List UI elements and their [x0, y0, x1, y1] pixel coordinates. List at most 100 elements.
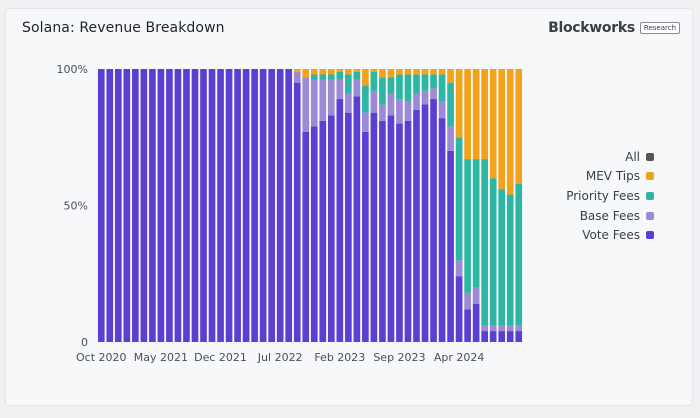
legend-item-mev-tips[interactable]: MEV Tips	[520, 167, 654, 187]
x-tick-label: May 2021	[134, 351, 188, 364]
bar-segment	[174, 69, 182, 342]
legend-item-vote-fees[interactable]: Vote Fees	[520, 225, 654, 245]
bar-segment	[370, 90, 378, 113]
bar-segment	[396, 74, 403, 100]
bar-segment	[285, 69, 293, 342]
bar-segment	[447, 82, 454, 127]
y-tick-label: 0	[81, 336, 88, 349]
bar-segment	[404, 74, 412, 102]
bar-segment	[293, 71, 301, 83]
bar-segment	[515, 325, 523, 332]
bar-segment	[489, 331, 497, 342]
bar-segment	[140, 69, 148, 342]
bar-segment	[353, 96, 361, 342]
bar-segment	[336, 71, 344, 80]
bar-segment	[370, 112, 378, 343]
bar-segment	[379, 77, 386, 105]
bar-segment	[336, 79, 344, 100]
bar-segment	[327, 79, 335, 116]
bar-segment	[430, 74, 437, 89]
bar-segment	[413, 109, 420, 342]
bar-segment	[430, 88, 437, 100]
bar-segment	[506, 194, 514, 326]
bar-segment	[302, 131, 310, 342]
legend: All MEV Tips Priority Fees Base Fees Vot…	[520, 147, 654, 245]
y-tick-label: 100%	[57, 63, 88, 76]
bar-segment	[489, 178, 497, 326]
bar-segment	[132, 69, 139, 342]
y-tick-label: 50%	[64, 200, 88, 213]
bar-segment	[404, 101, 412, 121]
bar-segment	[430, 69, 437, 75]
legend-swatch	[646, 231, 654, 240]
bar-segment	[293, 82, 301, 343]
bar-segment	[387, 93, 395, 116]
bar-segment	[336, 99, 344, 342]
bar-segment	[438, 69, 446, 75]
bar-segment	[472, 159, 480, 288]
legend-label: Base Fees	[579, 208, 640, 223]
bar-segment	[472, 69, 480, 160]
x-tick-label: Apr 2024	[434, 351, 485, 364]
bar-segment	[225, 69, 233, 342]
bar-segment	[149, 69, 156, 342]
bar-segment	[489, 325, 497, 332]
bar-segment	[353, 79, 361, 97]
bar-segment	[472, 303, 480, 342]
bar-segment	[157, 69, 165, 342]
bar-segment	[447, 126, 454, 151]
bar-segment	[438, 101, 446, 119]
x-tick-label: Jul 2022	[257, 351, 303, 364]
bar-segment	[268, 69, 275, 342]
bar-segment	[472, 287, 480, 304]
bar-segment	[455, 137, 463, 261]
bar-segment	[319, 120, 327, 343]
legend-item-priority-fees[interactable]: Priority Fees	[520, 186, 654, 206]
bar-segment	[97, 69, 105, 342]
bar-segment	[259, 69, 267, 342]
legend-item-base-fees[interactable]: Base Fees	[520, 206, 654, 226]
bar-segment	[310, 69, 318, 75]
bar-segment	[353, 71, 361, 80]
bar-segment	[481, 159, 488, 326]
bar-segment	[481, 331, 488, 342]
bar-segment	[396, 99, 403, 124]
bar-segment	[114, 69, 122, 342]
bar-segment	[413, 69, 420, 75]
bar-segment	[183, 69, 190, 342]
bar-segment	[327, 115, 335, 342]
bar-segment	[387, 115, 395, 342]
bar-segment	[498, 189, 506, 326]
legend-item-all[interactable]: All	[520, 147, 654, 167]
legend-label: Priority Fees	[566, 188, 640, 203]
bar-segment	[251, 69, 258, 342]
bar-segment	[362, 112, 369, 132]
bar-segment	[106, 69, 114, 342]
bar-segment	[387, 77, 395, 94]
legend-label: All	[625, 149, 640, 164]
brand-name: Blockworks	[548, 20, 635, 36]
bar-segment	[481, 69, 488, 160]
bar-segment	[489, 69, 497, 179]
bar-segment	[464, 69, 471, 160]
bar-segment	[234, 69, 241, 342]
bar-segment	[404, 69, 412, 75]
brand-logo: Blockworks Research	[548, 20, 680, 36]
bar-segment	[319, 79, 327, 121]
bar-segment	[438, 118, 446, 342]
legend-label: MEV Tips	[585, 169, 640, 184]
bar-segment	[455, 69, 463, 138]
bar-segment	[370, 69, 378, 72]
bar-segment	[447, 150, 454, 342]
bar-segment	[166, 69, 173, 342]
bar-segment	[345, 69, 352, 75]
bar-segment	[217, 69, 224, 342]
bar-segment	[396, 123, 403, 342]
bar-segment	[327, 74, 335, 80]
bar-segment	[396, 69, 403, 75]
legend-swatch	[646, 152, 654, 161]
bar-segment	[464, 292, 471, 310]
bar-segment	[438, 74, 446, 102]
legend-swatch	[646, 172, 654, 181]
